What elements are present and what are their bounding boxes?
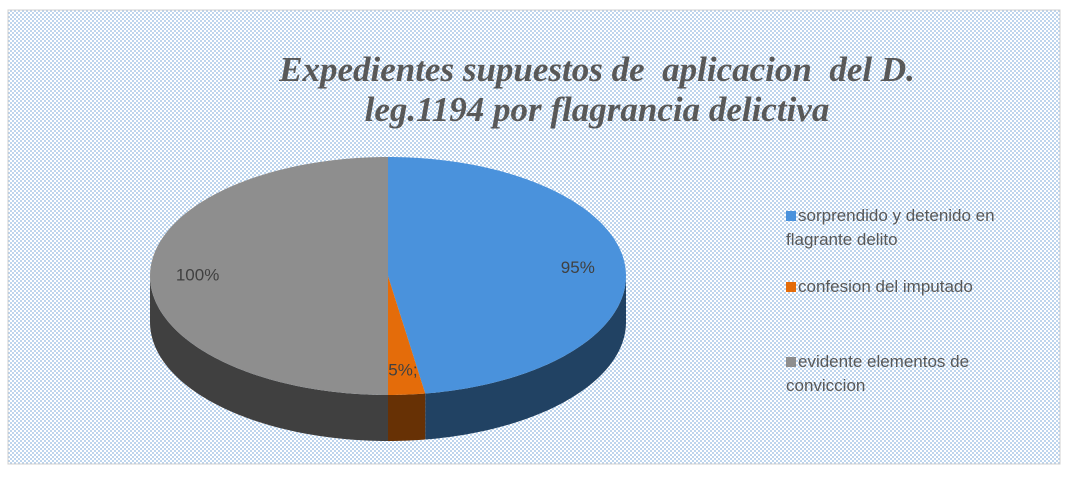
slice-side bbox=[150, 276, 388, 441]
legend-label: sorprendido y detenido en flagrante deli… bbox=[786, 206, 995, 249]
data-label: 95% bbox=[561, 258, 595, 277]
data-label: 5%; bbox=[388, 360, 417, 379]
legend-label: confesion del imputado bbox=[798, 277, 973, 296]
chart-title: Expedientes supuestos de aplicacion del … bbox=[279, 50, 924, 129]
legend-label: evidente elementos de conviccion bbox=[786, 352, 970, 395]
slice-side bbox=[425, 276, 626, 440]
slice-top bbox=[150, 157, 388, 395]
data-label: 100% bbox=[176, 265, 219, 284]
slice-side bbox=[388, 393, 426, 441]
pie-slice bbox=[388, 157, 626, 440]
legend-swatch bbox=[786, 357, 796, 367]
slice-top bbox=[388, 276, 426, 395]
pie-slice bbox=[388, 276, 426, 441]
legend-swatch bbox=[786, 211, 796, 221]
pie-slice bbox=[150, 157, 388, 441]
slice-top bbox=[388, 157, 626, 394]
legend-swatch bbox=[786, 282, 796, 292]
pie: 95% 5%; 100% bbox=[150, 157, 626, 441]
